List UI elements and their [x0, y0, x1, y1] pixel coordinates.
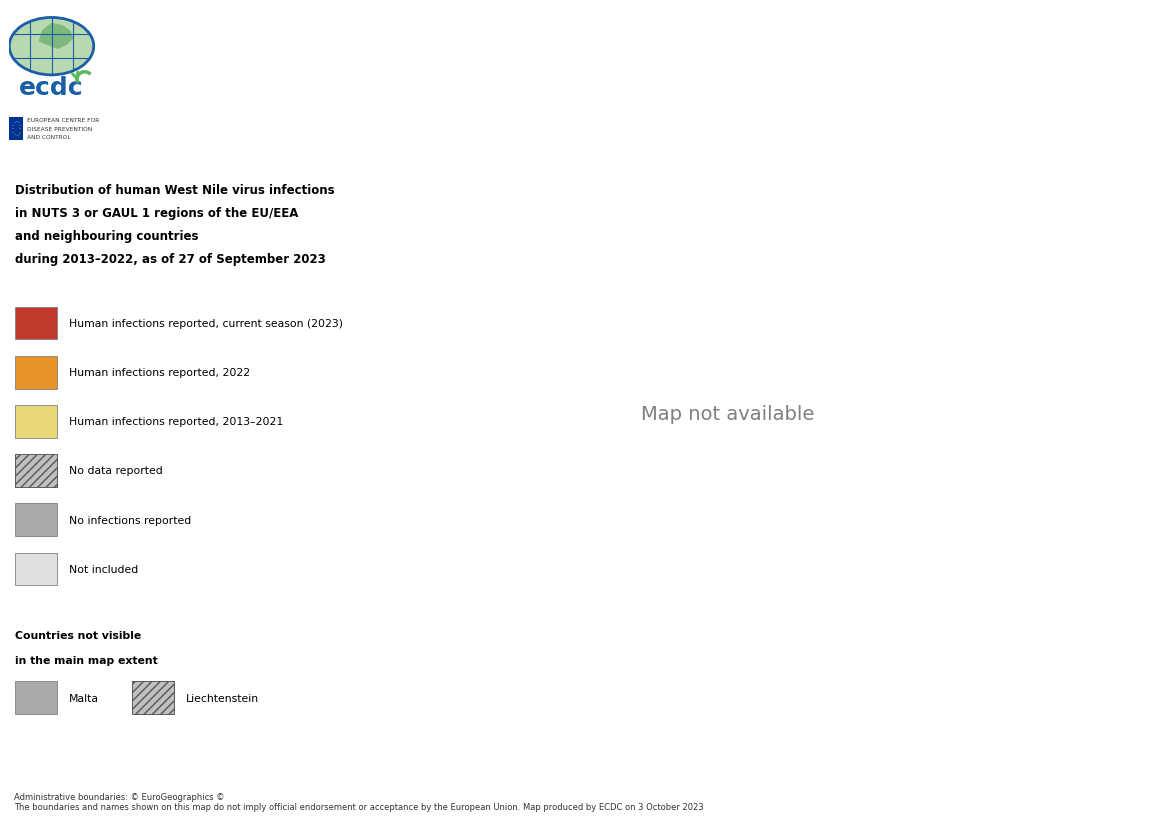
Text: Countries not visible: Countries not visible — [15, 631, 142, 640]
FancyBboxPatch shape — [9, 117, 23, 141]
Polygon shape — [39, 25, 73, 49]
Text: Administrative boundaries: © EuroGeographics ©: Administrative boundaries: © EuroGeograp… — [14, 792, 224, 801]
Text: No infections reported: No infections reported — [68, 515, 191, 525]
FancyBboxPatch shape — [15, 504, 57, 536]
Text: in NUTS 3 or GAUL 1 regions of the EU/EEA: in NUTS 3 or GAUL 1 regions of the EU/EE… — [15, 207, 298, 220]
FancyBboxPatch shape — [15, 553, 57, 586]
FancyBboxPatch shape — [15, 356, 57, 389]
Text: ·: · — [12, 122, 14, 129]
Text: ·: · — [19, 126, 21, 132]
Text: ·: · — [19, 122, 21, 129]
FancyBboxPatch shape — [15, 405, 57, 438]
Polygon shape — [9, 19, 94, 75]
Text: No data reported: No data reported — [68, 466, 162, 476]
Text: ·: · — [15, 119, 17, 124]
Text: Human infections reported, 2013–2021: Human infections reported, 2013–2021 — [68, 417, 283, 427]
Text: Distribution of human West Nile virus infections: Distribution of human West Nile virus in… — [15, 184, 334, 197]
Text: ·: · — [17, 120, 19, 126]
Text: Malta: Malta — [68, 693, 99, 703]
Text: ·: · — [15, 133, 17, 139]
Text: ·: · — [13, 120, 15, 126]
Text: ·: · — [19, 129, 21, 136]
Text: ·: · — [17, 132, 19, 138]
Text: DISEASE PREVENTION: DISEASE PREVENTION — [28, 126, 93, 132]
Text: Liechtenstein: Liechtenstein — [186, 693, 259, 703]
Text: Not included: Not included — [68, 564, 138, 574]
FancyBboxPatch shape — [15, 455, 57, 487]
Text: in the main map extent: in the main map extent — [15, 655, 158, 665]
Text: ecdc: ecdc — [20, 76, 84, 100]
Text: Human infections reported, current season (2023): Human infections reported, current seaso… — [68, 319, 343, 328]
Text: The boundaries and names shown on this map do not imply official endorsement or : The boundaries and names shown on this m… — [14, 802, 704, 811]
Text: ·: · — [13, 132, 15, 138]
FancyBboxPatch shape — [15, 307, 57, 340]
Text: during 2013–2022, as of 27 of September 2023: during 2013–2022, as of 27 of September … — [15, 253, 326, 266]
FancyBboxPatch shape — [132, 681, 174, 714]
Text: and neighbouring countries: and neighbouring countries — [15, 230, 198, 243]
Text: Human infections reported, 2022: Human infections reported, 2022 — [68, 368, 249, 378]
Text: ·: · — [12, 126, 14, 132]
FancyBboxPatch shape — [15, 681, 57, 714]
Text: AND CONTROL: AND CONTROL — [28, 135, 71, 140]
Text: ·: · — [12, 129, 14, 136]
Text: EUROPEAN CENTRE FOR: EUROPEAN CENTRE FOR — [28, 118, 100, 123]
Text: Map not available: Map not available — [641, 404, 814, 423]
